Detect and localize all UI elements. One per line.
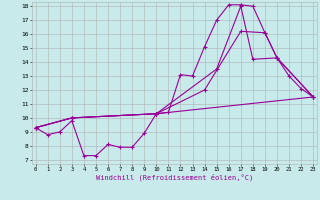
X-axis label: Windchill (Refroidissement éolien,°C): Windchill (Refroidissement éolien,°C) (96, 174, 253, 181)
